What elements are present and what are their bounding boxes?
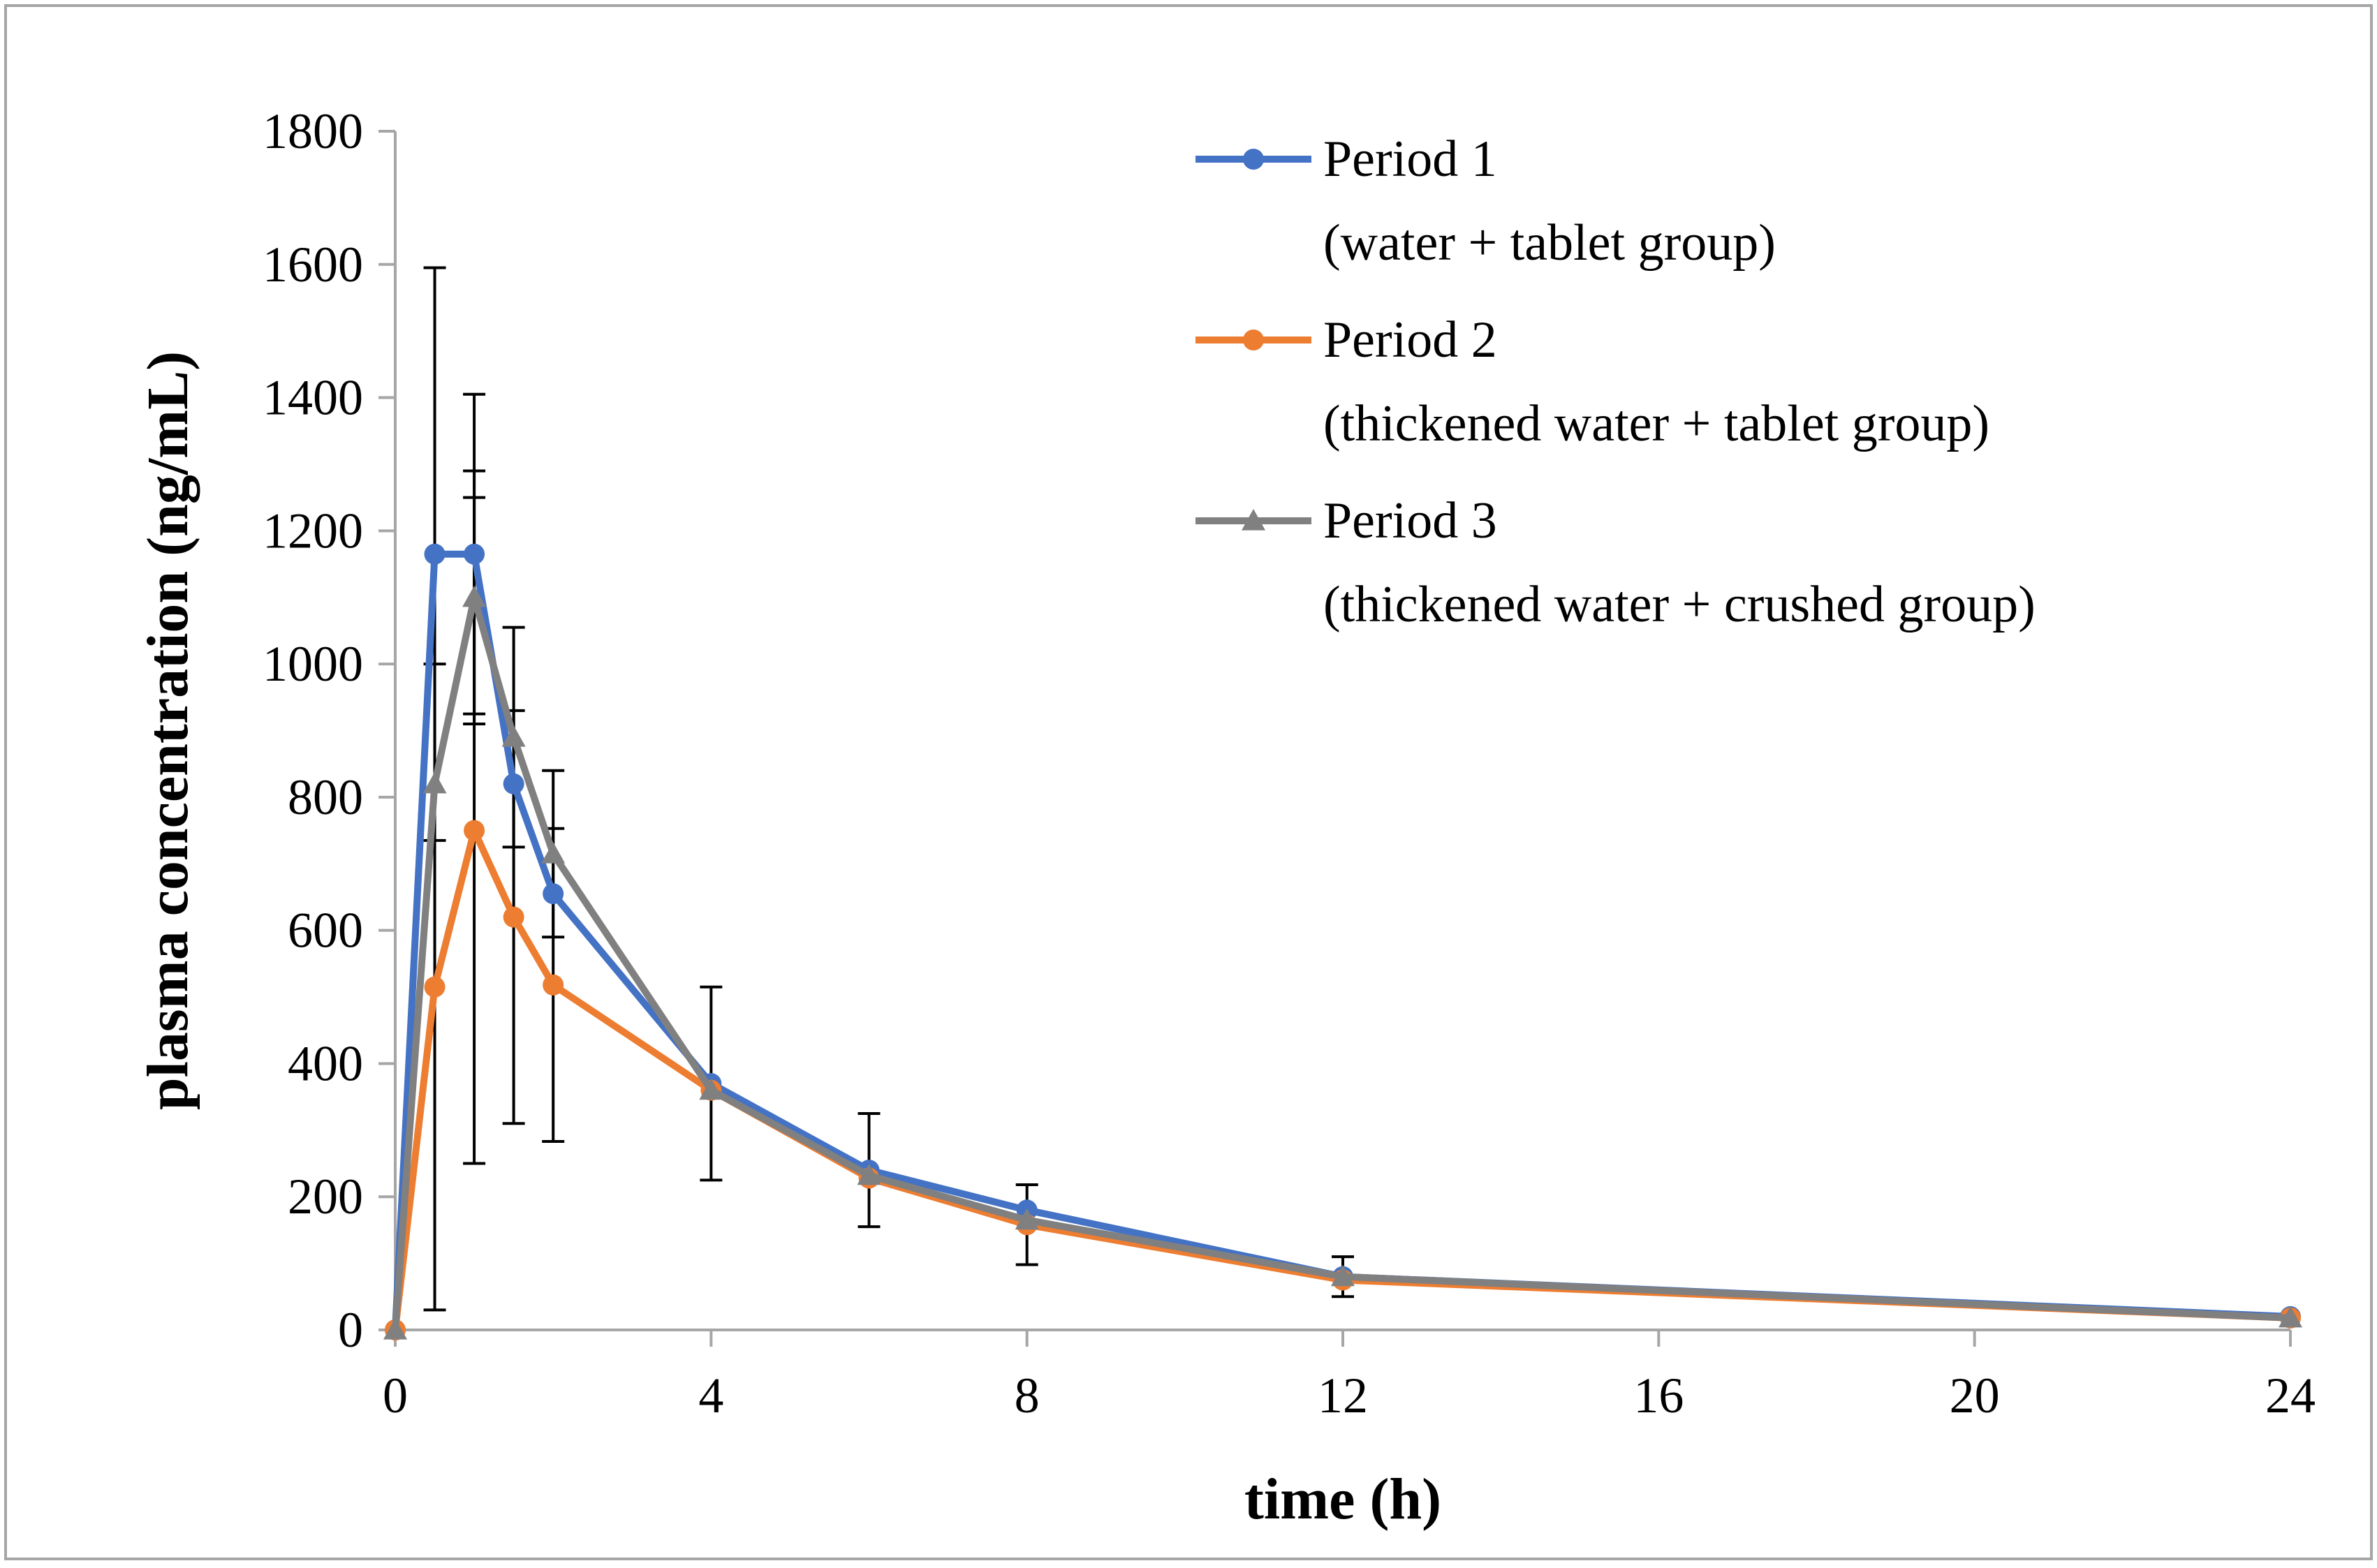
- legend-sublabel: (thickened water + crushed group): [1323, 576, 2036, 633]
- data-point: [464, 543, 485, 565]
- data-point: [503, 906, 524, 928]
- data-point: [543, 974, 564, 996]
- legend-marker: [1242, 509, 1265, 531]
- x-tick-label: 12: [1318, 1368, 1368, 1423]
- legend-item-period-1: Period 1 (water + tablet group): [1195, 131, 1776, 272]
- series-line-period-2: [392, 827, 2291, 1331]
- series-lines: [383, 543, 2302, 1340]
- legend-sublabel: (water + tablet group): [1323, 214, 1776, 272]
- x-tick-label: 24: [2265, 1368, 2316, 1423]
- data-point: [424, 543, 446, 565]
- y-axis-title: plasma concentration (ng/mL): [135, 351, 200, 1110]
- y-tick-label: 1800: [263, 103, 363, 159]
- legend-marker: [1243, 330, 1264, 350]
- legend-sublabel: (thickened water + tablet group): [1323, 395, 1989, 452]
- y-tick-label: 1200: [263, 503, 363, 559]
- y-tick-label: 200: [288, 1169, 363, 1225]
- data-point: [699, 1078, 723, 1100]
- y-tick-label: 1400: [263, 370, 363, 426]
- legend-item-period-2: Period 2 (thickened water + tablet group): [1195, 311, 1989, 452]
- data-point: [422, 771, 447, 794]
- data-point: [424, 976, 446, 998]
- series-line-period-1: [392, 550, 2291, 1331]
- y-tick-label: 600: [288, 903, 363, 959]
- data-point: [462, 585, 487, 607]
- data-point: [383, 1318, 407, 1340]
- data-point: [501, 725, 526, 747]
- x-tick-label: 8: [1015, 1368, 1040, 1423]
- data-point: [543, 883, 564, 905]
- series-3: [383, 585, 2302, 1340]
- data-point: [857, 1163, 881, 1185]
- x-tick-label: 16: [1633, 1368, 1684, 1423]
- legend-label: Period 3: [1323, 492, 1497, 549]
- x-tick-label: 4: [698, 1368, 723, 1423]
- data-point: [1015, 1208, 1039, 1230]
- data-point: [541, 841, 566, 864]
- legend-marker: [1243, 149, 1264, 170]
- legend-item-period-3: Period 3 (thickened water + crushed group…: [1195, 492, 2036, 633]
- legend-label: Period 1: [1323, 131, 1497, 188]
- data-point: [2279, 1306, 2302, 1328]
- x-tick-label: 20: [1950, 1368, 2000, 1423]
- y-tick-label: 800: [288, 769, 363, 825]
- x-tick-label: 0: [383, 1368, 408, 1423]
- legend-label: Period 2: [1323, 311, 1497, 369]
- data-point: [464, 820, 485, 841]
- data-point: [1331, 1264, 1355, 1287]
- x-axis-title: time (h): [1244, 1467, 1441, 1532]
- series-line-period-3: [392, 593, 2291, 1331]
- y-tick-label: 400: [288, 1035, 363, 1091]
- data-point: [503, 773, 524, 794]
- axes: 0 200 400 600 800 1000 1200 1400 1600 1800 0 4 8 12 16…: [263, 103, 2316, 1423]
- y-tick-label: 1600: [263, 237, 363, 293]
- y-tick-label: 1000: [263, 636, 363, 692]
- legend: Period 1 (water + tablet group) Period 2 (t…: [1195, 131, 2036, 633]
- y-tick-label: 0: [338, 1302, 363, 1358]
